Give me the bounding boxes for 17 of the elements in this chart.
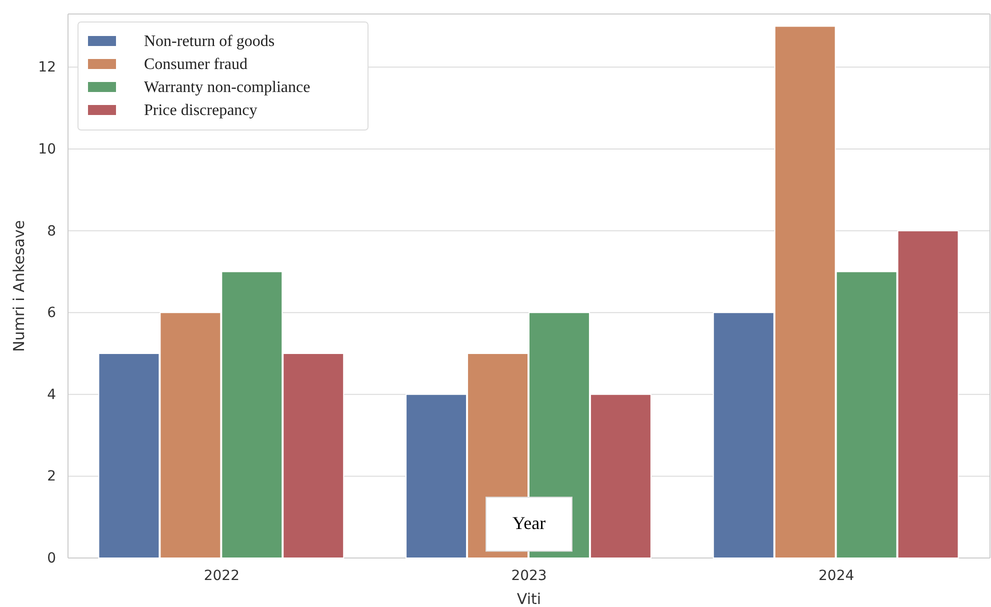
- y-tick-label: 10: [38, 141, 56, 158]
- x-axis-title: Viti: [516, 590, 542, 607]
- y-tick-label: 6: [47, 305, 56, 322]
- annotation: Year: [512, 513, 546, 534]
- y-tick-label: 2: [47, 468, 56, 485]
- x-tick-label: 2022: [204, 568, 240, 584]
- y-axis-title: Numri i Ankesave: [10, 220, 28, 352]
- x-tick-label: 2024: [818, 568, 854, 584]
- legend-label: Warranty non-compliance: [144, 79, 310, 96]
- legend-label: Consumer fraud: [144, 56, 248, 73]
- y-tick-label: 0: [47, 550, 56, 566]
- x-tick-label: 2023: [511, 568, 547, 584]
- y-tick-label: 8: [47, 223, 56, 240]
- legend-label: Price discrepancy: [144, 102, 258, 119]
- y-tick-label: 12: [38, 60, 56, 76]
- y-tick-label: 4: [47, 386, 56, 403]
- legend-label: Non-return of goods: [144, 33, 275, 50]
